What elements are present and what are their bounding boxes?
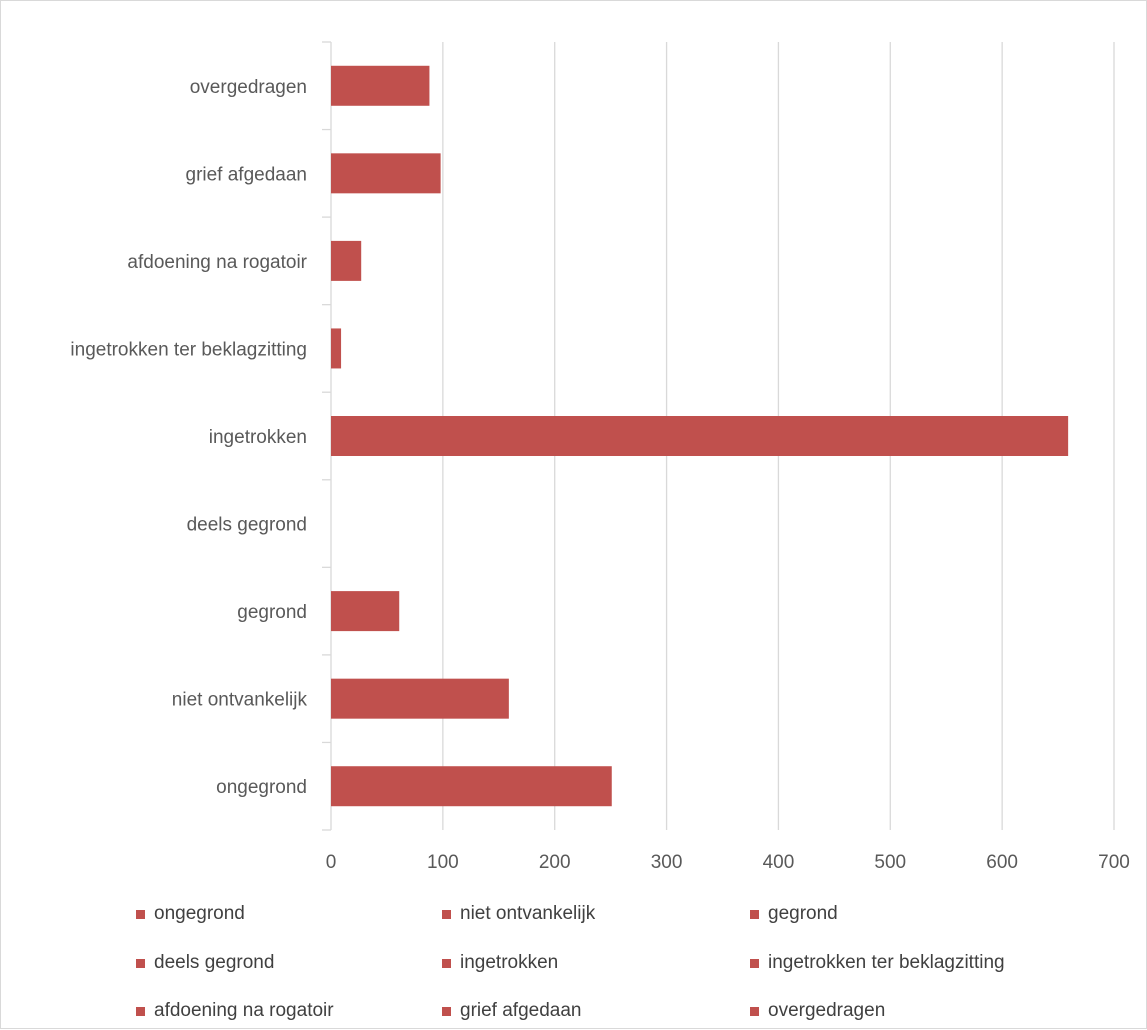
legend-swatch — [442, 1006, 451, 1016]
legend-label: deels gegrond — [154, 952, 275, 973]
legend-item: ongegrond — [136, 903, 245, 925]
x-tick-label: 100 — [427, 852, 459, 873]
category-axis — [322, 41, 332, 831]
category-label: ingetrokken — [209, 427, 307, 448]
legend-label: overgedragen — [768, 1000, 886, 1021]
x-tick-label: 400 — [763, 852, 795, 873]
category-labels: ongegrond niet ontvankelijk gegrond deels g… — [70, 77, 307, 798]
category-label: overgedragen — [190, 77, 307, 98]
legend-item: grief afgedaan — [442, 1000, 582, 1022]
category-label: afdoening na rogatoir — [127, 252, 307, 273]
category-label: niet ontvankelijk — [172, 690, 308, 711]
legend-item: gegrond — [750, 903, 838, 925]
legend-swatch — [750, 1006, 759, 1016]
x-tick-label: 0 — [326, 852, 337, 873]
legend-swatch — [136, 958, 145, 968]
legend-item: deels gegrond — [136, 952, 274, 974]
legend-label: niet ontvankelijk — [460, 903, 596, 924]
legend-swatch — [750, 909, 759, 919]
legend-label: ingetrokken ter beklagzitting — [768, 952, 1005, 973]
bar-niet-ontvankelijk — [331, 678, 509, 719]
bar-grief-afgedaan — [331, 153, 441, 194]
legend-item: ingetrokken — [442, 952, 558, 974]
category-label: ongegrond — [216, 777, 307, 798]
legend-swatch — [442, 909, 451, 919]
bar-ingetrokken — [331, 416, 1069, 456]
legend-item: ingetrokken ter beklagzitting — [750, 952, 1005, 974]
x-tick-label: 200 — [539, 852, 571, 873]
legend-item: overgedragen — [750, 1000, 885, 1022]
legend-item: afdoening na rogatoir — [136, 1000, 334, 1022]
bar-afdoening-na-rogatoir — [331, 240, 362, 281]
bars — [331, 65, 1069, 807]
bar-ongegrond — [331, 766, 612, 807]
category-label: deels gegrond — [187, 515, 307, 536]
legend-swatch — [750, 958, 759, 968]
value-axis-ticks: 0 100 200 300 400 500 600 700 — [326, 852, 1130, 873]
legend-label: gegrond — [768, 903, 838, 924]
x-tick-label: 700 — [1098, 852, 1130, 873]
legend-label: ingetrokken — [460, 952, 559, 973]
x-tick-label: 300 — [651, 852, 683, 873]
legend-swatch — [136, 909, 145, 919]
legend-label: grief afgedaan — [460, 1000, 582, 1021]
legend-swatch — [442, 958, 451, 968]
x-tick-label: 600 — [986, 852, 1018, 873]
bar-overgedragen — [331, 65, 430, 106]
bar-gegrond — [331, 591, 400, 632]
x-tick-label: 500 — [874, 852, 906, 873]
category-label: gegrond — [237, 602, 307, 623]
legend-swatch — [136, 1006, 145, 1016]
bar-ingetrokken-ter-beklagzitting — [331, 328, 342, 369]
category-label: grief afgedaan — [186, 164, 308, 185]
legend-label: afdoening na rogatoir — [154, 1000, 334, 1021]
legend-label: ongegrond — [154, 903, 245, 924]
legend-item: niet ontvankelijk — [442, 903, 595, 925]
category-label: ingetrokken ter beklagzitting — [70, 339, 307, 360]
